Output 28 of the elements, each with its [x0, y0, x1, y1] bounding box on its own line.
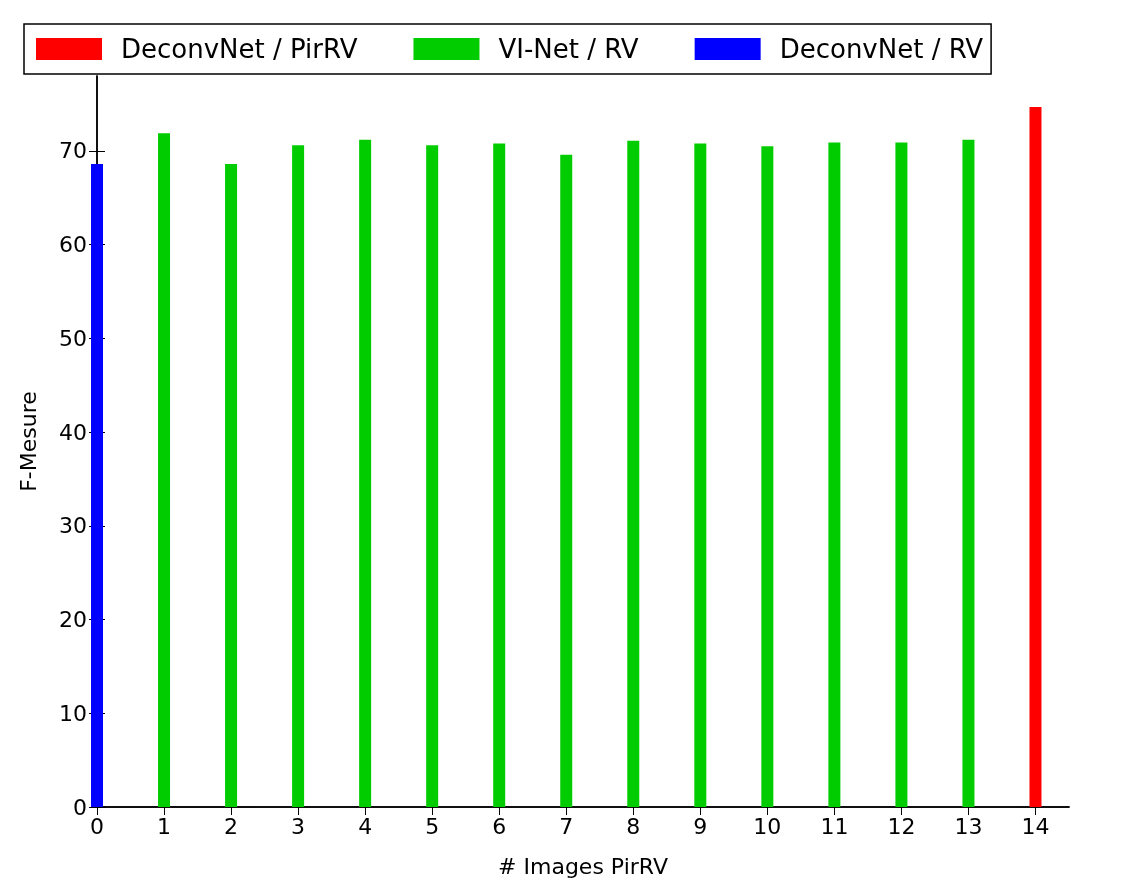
- x-tick-label: 11: [820, 813, 849, 839]
- x-tick-label: 12: [887, 813, 916, 839]
- y-tick-label: 20: [59, 607, 87, 633]
- x-tick-label: 10: [753, 813, 782, 839]
- x-tick-label: 2: [224, 813, 239, 839]
- x-tick-label: 13: [954, 813, 983, 839]
- y-tick-label: 10: [59, 700, 87, 726]
- x-tick-label: 14: [1021, 813, 1050, 839]
- legend-label: DeconvNet / RV: [779, 34, 984, 64]
- x-tick-label: 7: [559, 813, 574, 839]
- x-tick-label: 5: [425, 813, 440, 839]
- x-tick-label: 6: [492, 813, 507, 839]
- y-tick-label: 60: [59, 232, 87, 258]
- y-tick-label: 70: [59, 138, 87, 164]
- y-tick-label: 0: [73, 794, 87, 820]
- y-tick-label: 50: [59, 325, 87, 351]
- x-tick-label: 0: [90, 813, 104, 839]
- x-axis-title: # Images PirRV: [498, 853, 668, 879]
- x-tick-label: 3: [291, 813, 306, 839]
- x-tick-label: 8: [626, 813, 641, 839]
- legend-label: DeconvNet / PirRV: [121, 34, 358, 64]
- y-axis-title: F-Mesure: [15, 391, 41, 492]
- legend-label: VI-Net / RV: [498, 34, 639, 64]
- y-tick-label: 40: [59, 419, 87, 445]
- x-tick-label: 9: [693, 813, 708, 839]
- x-tick-label: 1: [157, 813, 172, 839]
- y-tick-label: 30: [59, 513, 87, 539]
- x-tick-label: 4: [358, 813, 373, 839]
